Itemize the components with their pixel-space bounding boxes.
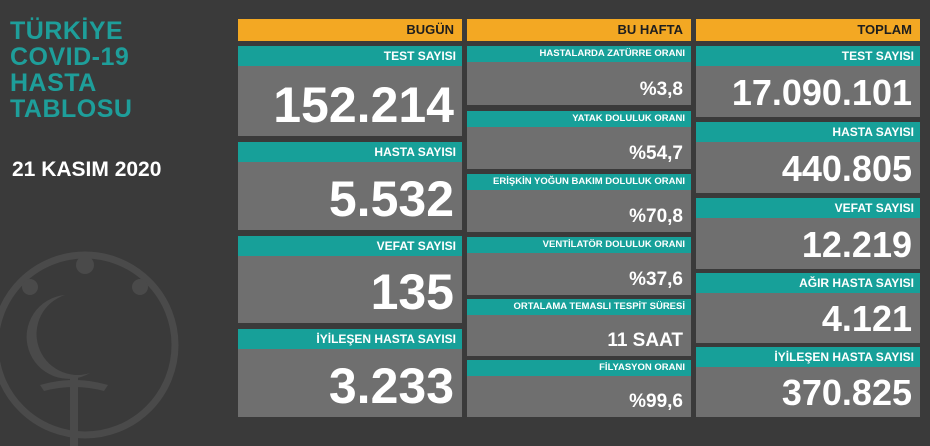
stat-value: 12.219: [801, 224, 912, 265]
stat-value: 152.214: [273, 77, 454, 133]
stat-value: 4.121: [821, 298, 912, 339]
dashboard-title: TÜRKİYE COVID-19 HASTA TABLOSU: [10, 18, 132, 122]
stat-card: HASTALARDA ZATÜRRE ORANI %3,8: [467, 46, 691, 105]
stat-value: %99,6: [629, 391, 683, 412]
title-line: TABLOSU: [10, 95, 133, 123]
stat-value: 11 SAAT: [607, 330, 683, 351]
stat-card: TEST SAYISI 152.214: [238, 46, 462, 136]
stat-card: TEST SAYISI 17.090.101: [696, 46, 920, 117]
stat-value: 3.233: [328, 358, 454, 414]
stat-value: 5.532: [328, 171, 454, 227]
column-this-week: BU HAFTA HASTALARDA ZATÜRRE ORANI %3,8 Y…: [467, 19, 691, 419]
column-header: TOPLAM: [696, 19, 920, 41]
stat-value: %54,7: [629, 143, 683, 164]
stat-card: VEFAT SAYISI 12.219: [696, 198, 920, 269]
stat-card: YATAK DOLULUK ORANI %54,7: [467, 111, 691, 169]
stat-label: VEFAT SAYISI: [238, 236, 462, 256]
stat-value: %70,8: [629, 206, 683, 227]
stat-value: 370.825: [781, 372, 912, 413]
stat-label: FİLYASYON ORANI: [467, 360, 691, 376]
stat-card: ERİŞKİN YOĞUN BAKIM DOLULUK ORANI %70,8: [467, 174, 691, 232]
stat-label: VENTİLATÖR DOLULUK ORANI: [467, 237, 691, 253]
stat-label: VEFAT SAYISI: [696, 198, 920, 218]
stat-card: HASTA SAYISI 440.805: [696, 122, 920, 193]
stat-card: İYİLEŞEN HASTA SAYISI 3.233: [238, 329, 462, 417]
stat-label: HASTA SAYISI: [696, 122, 920, 142]
stat-label: TEST SAYISI: [696, 46, 920, 66]
title-line: TÜRKİYE: [10, 17, 124, 45]
column-today: BUGÜN TEST SAYISI 152.214 HASTA SAYISI 5…: [238, 19, 462, 419]
title-line: HASTA: [10, 69, 97, 97]
title-line: COVID-19: [10, 43, 130, 71]
stat-value: 135: [370, 264, 454, 320]
stat-label: ERİŞKİN YOĞUN BAKIM DOLULUK ORANI: [467, 174, 691, 190]
report-date: 21 KASIM 2020: [12, 158, 162, 181]
stat-label: AĞIR HASTA SAYISI: [696, 273, 920, 293]
stat-card: FİLYASYON ORANI %99,6: [467, 360, 691, 417]
stat-label: HASTALARDA ZATÜRRE ORANI: [467, 46, 691, 62]
stat-card: ORTALAMA TEMASLI TESPİT SÜRESİ 11 SAAT: [467, 299, 691, 356]
stat-label: TEST SAYISI: [238, 46, 462, 66]
stat-label: HASTA SAYISI: [238, 142, 462, 162]
stat-value: 17.090.101: [731, 72, 912, 113]
stat-label: İYİLEŞEN HASTA SAYISI: [238, 329, 462, 349]
column-header: BU HAFTA: [467, 19, 691, 41]
stat-card: HASTA SAYISI 5.532: [238, 142, 462, 230]
stat-card: İYİLEŞEN HASTA SAYISI 370.825: [696, 347, 920, 417]
stat-label: İYİLEŞEN HASTA SAYISI: [696, 347, 920, 367]
stat-value: %3,8: [639, 79, 683, 100]
column-header: BUGÜN: [238, 19, 462, 41]
stat-card: AĞIR HASTA SAYISI 4.121: [696, 273, 920, 343]
stat-label: YATAK DOLULUK ORANI: [467, 111, 691, 127]
column-total: TOPLAM TEST SAYISI 17.090.101 HASTA SAYI…: [696, 19, 920, 419]
stat-card: VEFAT SAYISI 135: [238, 236, 462, 323]
stat-label: ORTALAMA TEMASLI TESPİT SÜRESİ: [467, 299, 691, 315]
stat-value: 440.805: [781, 148, 912, 189]
stat-value: %37,6: [629, 269, 683, 290]
stat-card: VENTİLATÖR DOLULUK ORANI %37,6: [467, 237, 691, 295]
ministry-emblem-icon: [0, 251, 179, 446]
